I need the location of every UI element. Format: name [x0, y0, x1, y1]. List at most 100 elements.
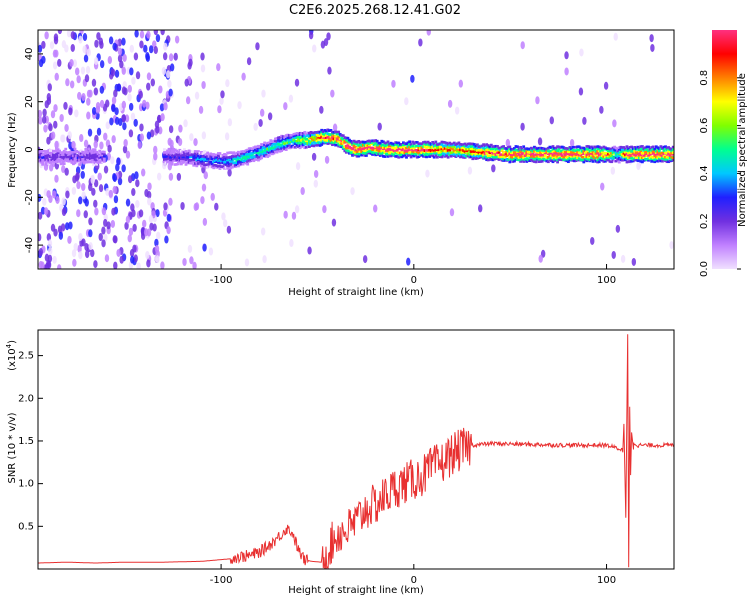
spectrogram-ridge-cell [89, 152, 92, 156]
spectrogram-ridge-cell [627, 149, 630, 153]
spectrogram-ridge-cell [503, 156, 507, 159]
spectrogram-ridge-cell [252, 159, 256, 163]
spectrogram-ridge-cell [476, 156, 479, 160]
spectrogram-ridge-cell [596, 147, 600, 151]
spectrogram-ridge-cell [529, 158, 533, 162]
spectrogram-ridge-cell [590, 154, 593, 157]
spectrogram-ridge-cell [580, 158, 584, 162]
spectrogram-ridge-cell [462, 143, 465, 146]
spectrogram-ridge-cell [264, 144, 268, 148]
spectrogram-ridge-cell [556, 158, 559, 162]
spectrogram-ridge-cell [662, 155, 666, 158]
spectrogram-ridge-cell [92, 155, 95, 159]
spectrogram-ridge-cell [252, 146, 256, 149]
spectrogram-ridge-cell [479, 155, 482, 159]
spectrogram-cell [201, 183, 207, 192]
spectrogram-ridge-cell [426, 145, 430, 148]
spectrogram-ridge-cell [533, 145, 536, 149]
spectrogram-ridge-cell [423, 155, 427, 158]
spectrogram-ridge-cell [543, 147, 547, 151]
spectrogram-ridge-cell [574, 152, 578, 155]
spectrogram-ridge-cell [400, 146, 404, 149]
spectrogram-ridge-cell [409, 145, 413, 148]
spectrogram-cell [373, 204, 378, 213]
spectrogram-ridge-cell [665, 160, 669, 164]
spectrogram-ridge-cell [440, 145, 444, 149]
spectrogram-ridge-cell [499, 155, 502, 159]
spectrogram-ridge-cell [611, 157, 615, 160]
spectrogram-ridge-cell [460, 148, 464, 152]
spectrogram-ridge-cell [76, 158, 80, 162]
spectrogram-ridge-cell [96, 154, 100, 158]
spectrogram-ridge-cell [418, 142, 422, 145]
spectrogram-cell [308, 31, 314, 40]
spectrogram-ridge-cell [371, 153, 374, 156]
spectrogram-ridge-cell [277, 136, 280, 140]
spectrogram-ridge-cell [206, 163, 209, 166]
spectrogram-cell [81, 93, 86, 102]
spectrogram-ridge-cell [483, 144, 487, 147]
spectrogram-ridge-cell [352, 153, 356, 157]
spectrogram-ridge-cell [442, 144, 445, 148]
spectrogram-ridge-cell [275, 137, 279, 140]
spectrogram-ridge-cell [619, 151, 623, 154]
spectrogram-ridge-cell [509, 153, 513, 156]
spectrogram-ridge-cell [178, 153, 182, 156]
spectrogram-ridge-cell [576, 148, 580, 152]
spectrogram-cell [74, 109, 79, 118]
spectrogram-x-tick-label: 100 [597, 275, 616, 286]
spectrogram-ridge-cell [571, 148, 575, 152]
spectrogram-ridge-cell [398, 153, 402, 157]
spectrogram-ridge-cell [565, 152, 569, 155]
spectrogram-cell [322, 205, 327, 214]
spectrogram-ridge-cell [483, 152, 487, 155]
spectrogram-ridge-cell [647, 149, 650, 153]
spectrogram-ridge-cell [608, 149, 612, 153]
spectrogram-ridge-cell [661, 154, 664, 158]
spectrogram-cell [59, 113, 64, 122]
spectrogram-ridge-cell [608, 160, 612, 163]
spectrogram-ridge-cell [297, 132, 300, 136]
spectrogram-ridge-cell [499, 146, 502, 150]
spectrogram-ridge-cell [341, 146, 345, 149]
spectrogram-ridge-cell [525, 152, 529, 155]
spectrogram-ridge-cell [491, 155, 495, 159]
spectrogram-ridge-cell [210, 157, 214, 161]
spectrogram-ridge-cell [503, 147, 507, 150]
spectrogram-ridge-cell [301, 132, 305, 135]
spectrogram-ridge-cell [437, 146, 441, 149]
spectrogram-ridge-cell [485, 148, 489, 152]
spectrogram-ridge-cell [341, 141, 345, 145]
spectrogram-cell [109, 117, 114, 126]
spectrogram-ridge-cell [164, 151, 168, 154]
spectrogram-ridge-cell [585, 159, 589, 163]
spectrogram-ridge-cell [72, 159, 75, 163]
spectrogram-x-tick-label: -100 [210, 275, 233, 286]
spectrogram-ridge-cell [235, 156, 239, 160]
spectrogram-cell [56, 264, 62, 269]
spectrogram-ridge-cell [354, 140, 358, 144]
spectrogram-ridge-cell [591, 148, 595, 152]
spectrogram-ridge-cell [283, 136, 287, 139]
spectrogram-ridge-cell [102, 150, 106, 154]
spectrogram-ridge-cell [508, 147, 512, 151]
spectrogram-ridge-cell [628, 146, 632, 149]
spectrogram-ridge-cell [227, 151, 231, 155]
spectrogram-ridge-cell [294, 136, 297, 139]
spectrogram-ridge-cell [587, 148, 590, 151]
spectrogram-ridge-cell [226, 151, 230, 155]
spectrogram-ridge-cell [665, 148, 669, 152]
spectrogram-ridge-cell [397, 151, 401, 155]
spectrogram-ridge-cell [437, 153, 441, 156]
spectrogram-ridge-cell [368, 139, 371, 143]
spectrogram-ridge-cell [651, 151, 655, 155]
spectrogram-cell [80, 170, 85, 179]
spectrogram-ridge-cell [476, 146, 479, 150]
spectrogram-ridge-cell [435, 155, 439, 159]
spectrogram-ridge-cell [189, 151, 193, 155]
spectrogram-cell [194, 91, 200, 100]
spectrogram-cell [70, 31, 76, 40]
spectrogram-ridge-cell [479, 154, 482, 157]
spectrogram-cell [362, 255, 368, 264]
spectrogram-ridge-cell [594, 154, 598, 158]
